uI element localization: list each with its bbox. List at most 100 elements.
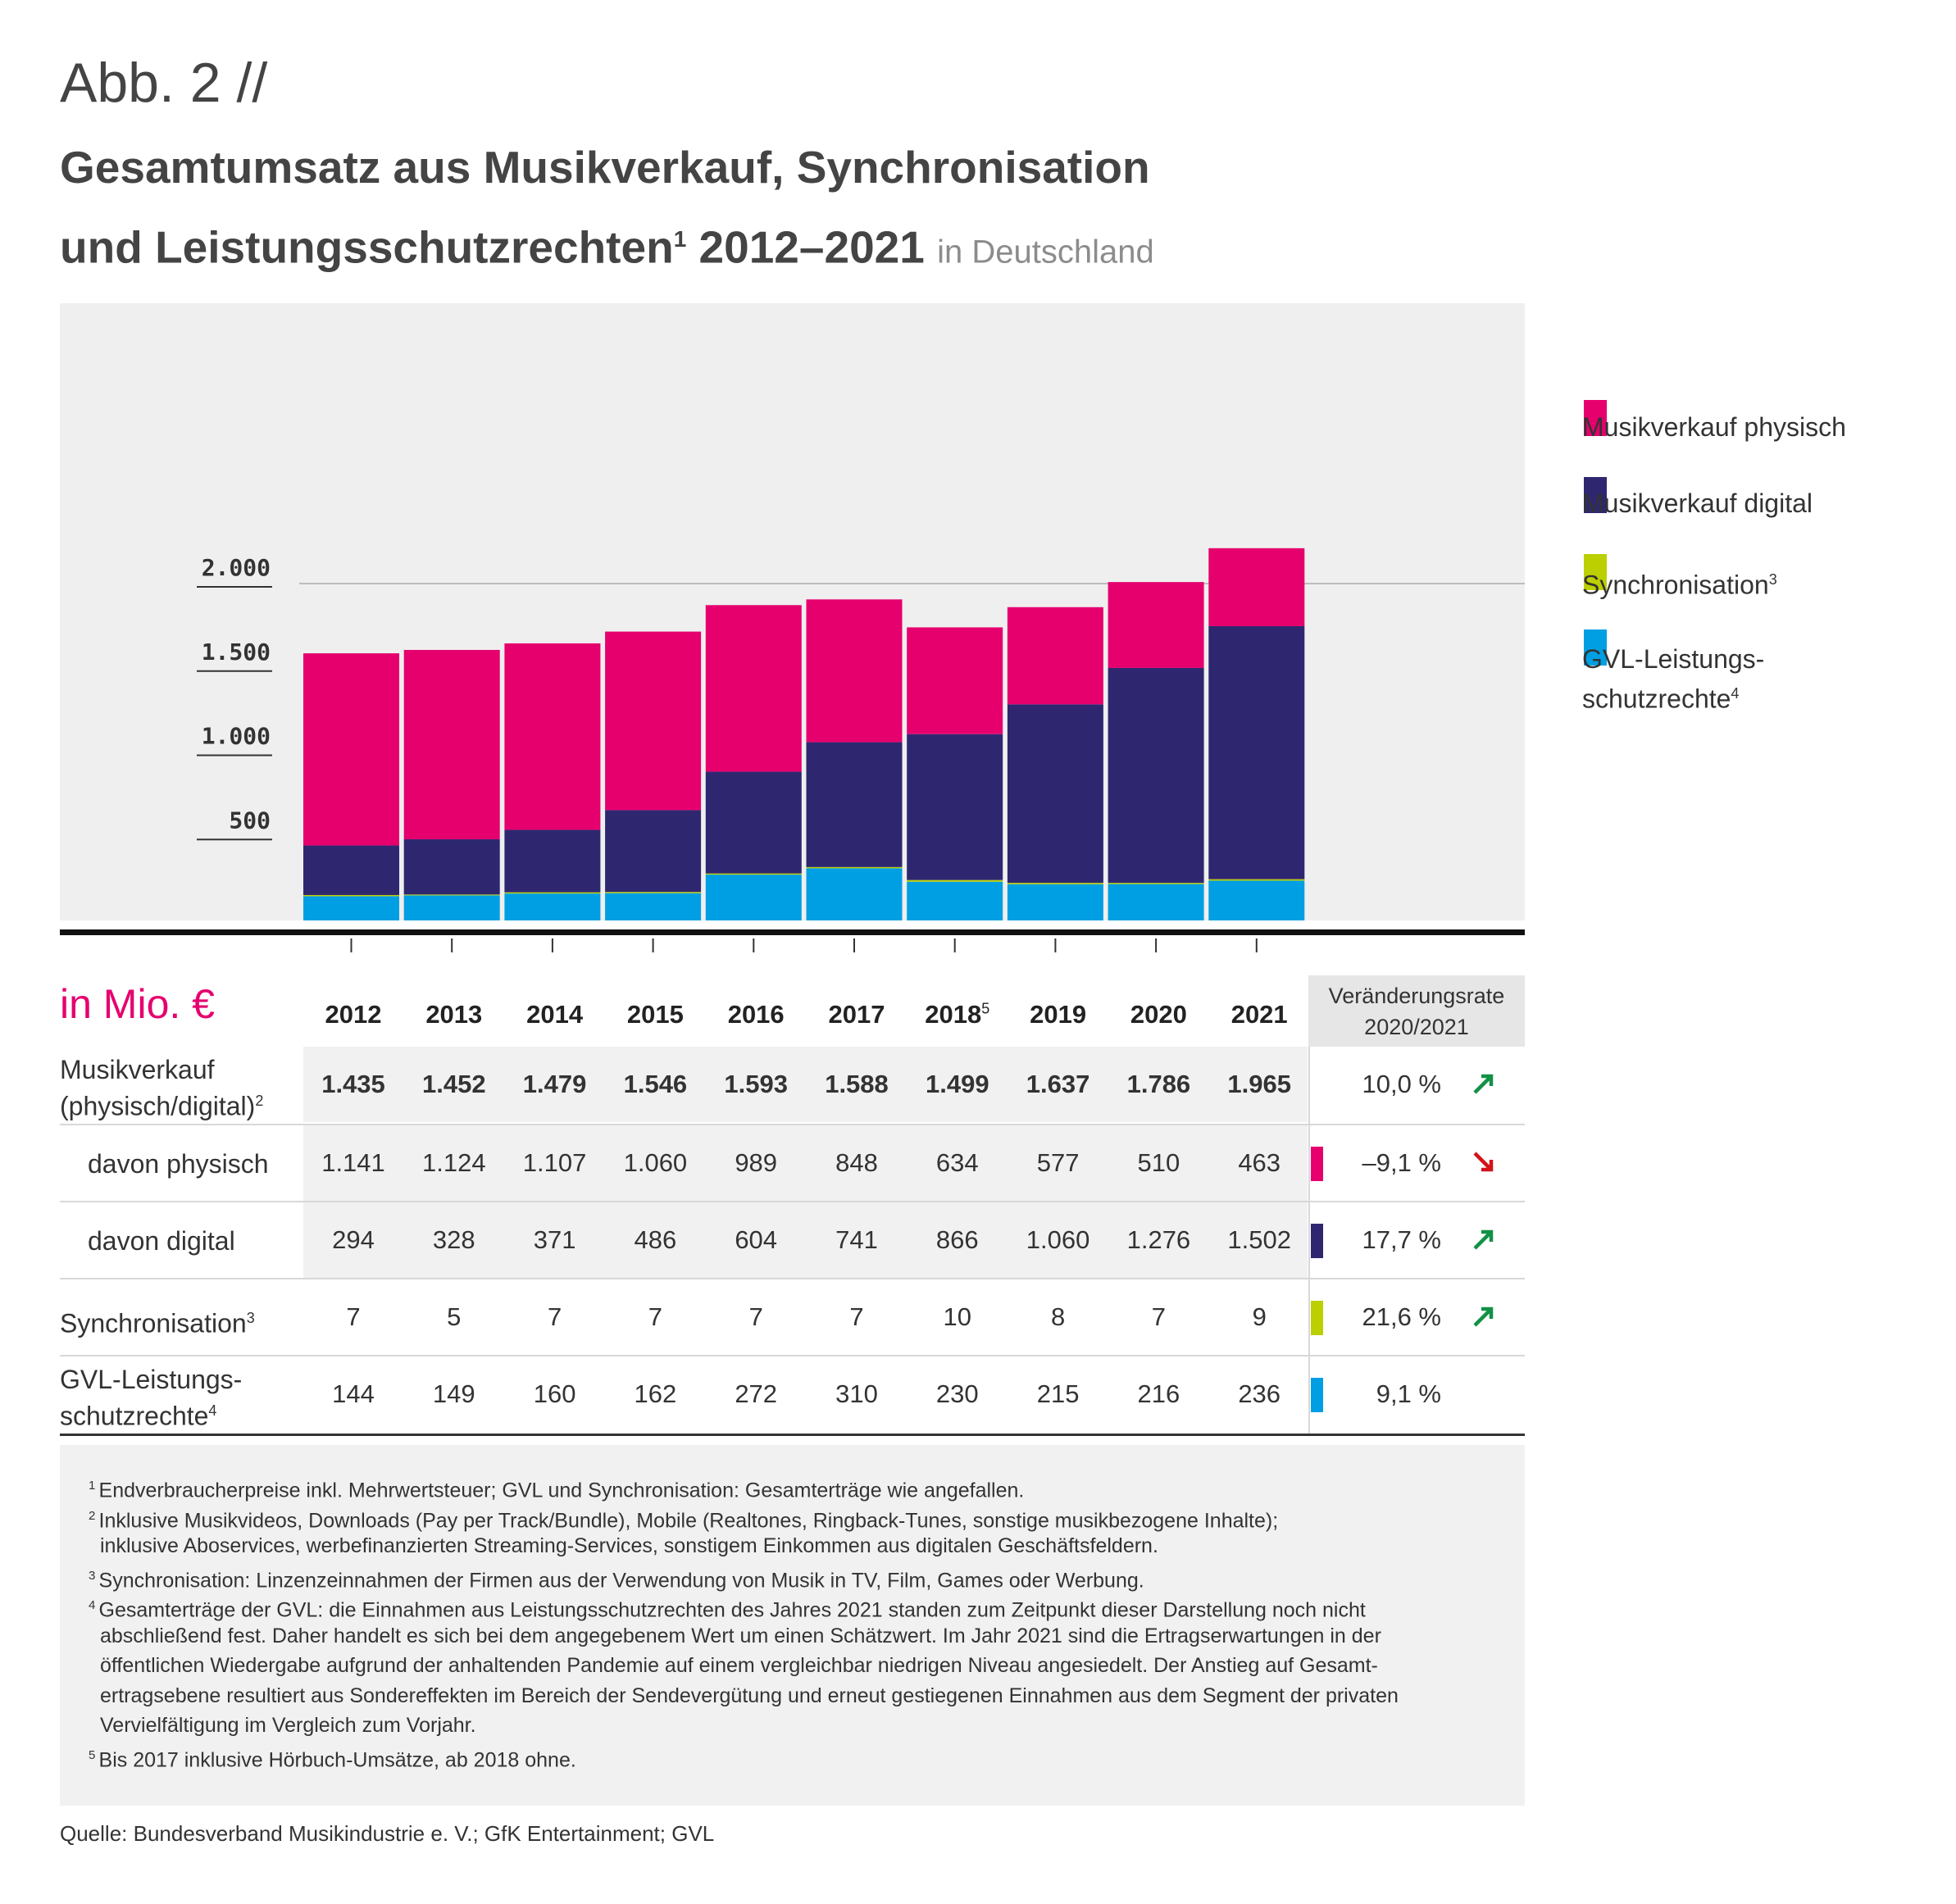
row-background (303, 1125, 1308, 1201)
bar-digital (1007, 704, 1103, 884)
legend-gvl-line1: GVL-Leistungs- (1582, 644, 1765, 674)
footnote-line: öffentlichen Wiedergabe aufgrund der anh… (100, 1651, 1494, 1680)
legend-gvl-mark: 4 (1731, 685, 1740, 702)
table-cell: 272 (735, 1379, 778, 1408)
row-divider (60, 1124, 1525, 1125)
table-cell: 1.107 (522, 1148, 587, 1177)
title-line1: Gesamtumsatz aus Musikverkauf, Synchroni… (60, 142, 1150, 193)
footnote-text: öffentlichen Wiedergabe aufgrund der anh… (100, 1654, 1378, 1677)
bar-sync (1007, 883, 1103, 884)
footnote-line: 3 Synchronisation: Linzenzeinnahmen der … (89, 1561, 1482, 1595)
trend-up-arrow-icon (1473, 1074, 1494, 1094)
row-footnote-mark: 4 (208, 1402, 217, 1419)
table-cell: 1.588 (825, 1070, 889, 1098)
bar-digital (1208, 625, 1305, 879)
arrow-path (1473, 1229, 1494, 1250)
bar-gvl (303, 896, 399, 920)
table-cell: 866 (935, 1225, 979, 1254)
bar-digital (403, 838, 500, 895)
footnote-line: 2 Inklusive Musikvideos, Downloads (Pay … (89, 1502, 1482, 1535)
table-cell: 162 (634, 1379, 677, 1408)
footnote-text: ertragsebene resultiert aus Sondereffekt… (100, 1684, 1399, 1707)
row-footnote-mark: 3 (246, 1310, 255, 1326)
footnote-mark: 5 (89, 1747, 99, 1762)
table-cell: 1.276 (1126, 1225, 1191, 1254)
arrow-path (1473, 1074, 1494, 1094)
row-color-swatch (1311, 1147, 1323, 1181)
table-cell: 989 (735, 1148, 778, 1177)
bar-sync (1208, 879, 1305, 881)
table-cell: 160 (533, 1379, 576, 1408)
bar-physisch (1108, 582, 1204, 668)
bar-digital (1108, 667, 1204, 884)
footnote-line: inklusive Aboservices, werbefinanzierten… (100, 1531, 1494, 1561)
title-suffix: in Deutschland (937, 234, 1154, 270)
row-background-label (60, 1125, 303, 1201)
table-unit-label: in Mio. € (60, 981, 215, 1027)
column-header-year: 2020 (1130, 1000, 1187, 1029)
row-label-line1: Synchronisation (60, 1308, 247, 1338)
row-label-line1: davon physisch (88, 1149, 269, 1179)
table-cell: 230 (935, 1379, 979, 1408)
table-cell: 236 (1238, 1379, 1281, 1408)
table-cell: 7 (1151, 1302, 1167, 1331)
arrow-path (1473, 1306, 1494, 1327)
bar-gvl (907, 881, 1003, 920)
legend-label-synchronisation: Synchronisation3 (1582, 562, 1777, 602)
y-tick-label: 500 (229, 807, 271, 834)
table-cell: 1.452 (422, 1070, 486, 1098)
bar-digital (605, 810, 702, 893)
column-header-year: 20185 (925, 1000, 990, 1029)
change-rate-value: –9,1 % (1362, 1148, 1441, 1177)
footnote-text: inklusive Aboservices, werbefinanzierten… (100, 1534, 1158, 1557)
change-column-background (1308, 1047, 1525, 1122)
table-cell: 7 (648, 1302, 663, 1331)
row-label: Musikverkauf (physisch/digital)2 (60, 1054, 263, 1122)
change-rate-value: 21,6 % (1362, 1302, 1441, 1331)
table-cell: 1.637 (1026, 1070, 1090, 1098)
figure-label: Abb. 2 // (60, 52, 268, 114)
legend-swatch-synchronisation (1584, 554, 1607, 590)
table-cell: 216 (1137, 1379, 1180, 1408)
row-footnote-mark: 2 (255, 1093, 264, 1109)
table-cell: 1.060 (623, 1148, 688, 1177)
row-color-swatch (1311, 1378, 1323, 1412)
legend-swatch-digital (1584, 477, 1607, 513)
table-cell: 1.124 (422, 1148, 486, 1177)
footnote-text: Inklusive Musikvideos, Downloads (Pay pe… (98, 1508, 1279, 1532)
table-cell: 1.060 (1026, 1225, 1090, 1254)
title-line2: und Leistungsschutzrechten (60, 221, 674, 273)
change-column-divider (1308, 1047, 1310, 1434)
table-cell: 486 (634, 1225, 677, 1254)
column-header-year: 2013 (425, 1000, 483, 1029)
bar-digital (806, 742, 903, 867)
trend-down-arrow-icon (1473, 1152, 1494, 1172)
bar-sync (806, 866, 903, 869)
bar-physisch (907, 627, 1003, 734)
table-cell: 1.786 (1126, 1070, 1191, 1098)
bar-gvl (504, 893, 601, 920)
footnote-mark: 3 (89, 1568, 99, 1583)
trend-up-arrow-icon (1473, 1306, 1494, 1327)
bar-sync (907, 879, 1003, 882)
footnote-text: Synchronisation: Linzenzeinnahmen der Fi… (98, 1568, 1144, 1592)
trend-up-arrow-icon (1473, 1229, 1494, 1250)
bar-digital (907, 734, 1003, 880)
row-background (303, 1202, 1308, 1278)
legend-sync-mark: 3 (1768, 571, 1777, 588)
table-cell: 1.499 (926, 1070, 989, 1098)
change-rate-header: Veränderungsrate 2020/2021 (1308, 975, 1525, 1049)
row-color-swatch (1311, 1224, 1323, 1258)
footnote-line: Vervielfältigung im Vergleich zum Vorjah… (100, 1711, 1494, 1740)
table-bottom-line (60, 1434, 1525, 1436)
bar-physisch (303, 653, 399, 846)
bar-gvl (605, 893, 702, 920)
bar-gvl (705, 875, 802, 920)
y-tick-label: 1.000 (202, 723, 271, 750)
table-cell: 1.141 (321, 1148, 385, 1177)
table-cell: 1.502 (1227, 1225, 1291, 1254)
table-cell: 463 (1238, 1148, 1281, 1177)
bar-physisch (504, 643, 601, 830)
legend-gvl-line2: schutzrechte (1582, 684, 1731, 714)
table-cell: 371 (533, 1225, 576, 1254)
